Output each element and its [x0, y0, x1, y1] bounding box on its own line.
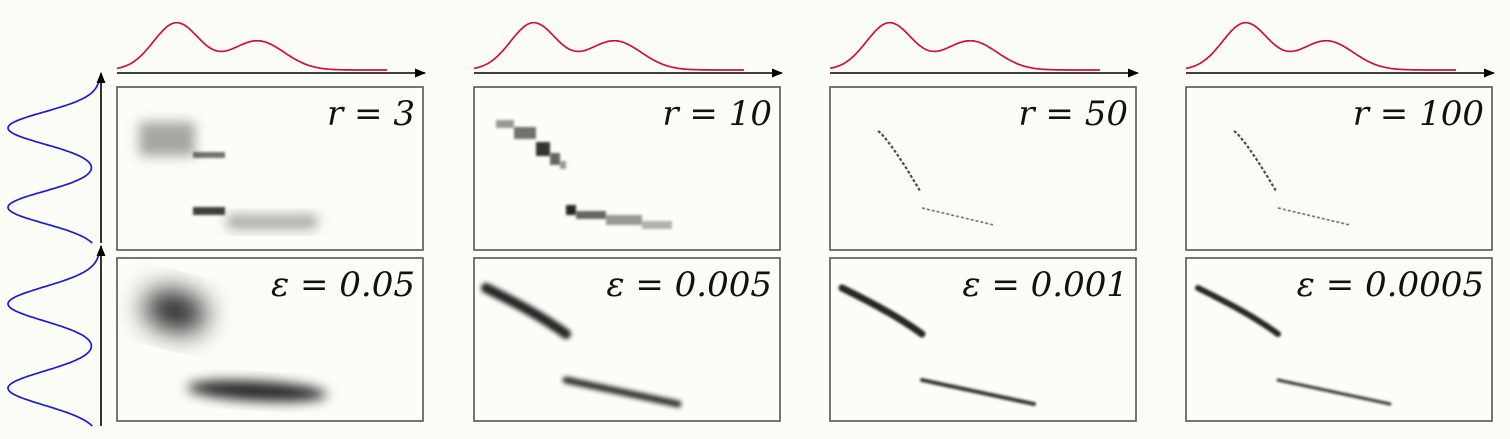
transport-plan	[139, 122, 317, 229]
plan-curve-upper	[1195, 285, 1281, 337]
top-marginal-curve-1	[116, 21, 387, 71]
plan-blob-lower	[187, 380, 327, 402]
plan-block-5	[560, 161, 566, 169]
plan-block-8	[606, 215, 642, 225]
panel-label: ε = 0.005	[606, 265, 772, 305]
plan-curve-lower	[1276, 378, 1392, 406]
plan-block-3	[193, 207, 225, 215]
top-marginal-curve-4	[1185, 21, 1456, 71]
plan-block-9	[642, 221, 672, 229]
top-marginal-curve-2	[473, 21, 744, 71]
panel-label: ε = 0.05	[271, 265, 415, 305]
plan-block-2	[514, 127, 536, 139]
left-marginal-curve-2	[7, 253, 100, 427]
transport-plan	[1195, 285, 1392, 406]
panel-label: ε = 0.0005	[1297, 265, 1484, 305]
transport-plan	[481, 283, 682, 408]
panel-label: ε = 0.001	[962, 265, 1128, 305]
plan-curve-lower	[562, 376, 682, 408]
panel-label: r = 100	[1353, 94, 1484, 134]
top-marginal-curves	[116, 21, 1496, 78]
top-row-panels: r = 3 r = 10 r = 50 r = 100	[116, 86, 1493, 251]
bottom-row-panel-3: ε = 0.001	[829, 257, 1137, 422]
transport-plan	[496, 120, 672, 229]
panel-label: r = 10	[662, 94, 772, 134]
bottom-row-panels: ε = 0.05 ε = 0.005 ε = 0.001 ε = 0.0005	[116, 257, 1493, 422]
top-marginal-curve-3	[829, 21, 1100, 71]
panel-label: r = 50	[1018, 94, 1128, 134]
bottom-row-panel-1: ε = 0.05	[116, 257, 424, 422]
plan-block-6	[566, 205, 576, 215]
plan-curve-lower	[921, 207, 995, 226]
top-row-panel-2: r = 10	[473, 86, 781, 251]
transport-plan	[838, 284, 1036, 406]
plan-block-1	[139, 122, 195, 156]
top-row-panel-4: r = 100	[1185, 86, 1493, 251]
left-marginal-curves	[7, 71, 106, 427]
plan-curve-lower	[920, 378, 1036, 406]
plan-blob-upper	[143, 290, 207, 332]
plan-block-4	[227, 215, 317, 229]
plan-block-1	[496, 120, 514, 128]
top-row-panel-3: r = 50	[829, 86, 1137, 251]
bottom-row-panel-4: ε = 0.0005	[1185, 257, 1493, 422]
bottom-row-panel-2: ε = 0.005	[473, 257, 781, 422]
transport-plan	[877, 130, 995, 226]
plan-block-4	[550, 153, 560, 165]
plan-block-2	[193, 152, 225, 158]
panel-label: r = 3	[327, 94, 415, 134]
plan-block-7	[576, 211, 606, 219]
left-marginal-curve-1	[7, 80, 100, 244]
transport-plan	[143, 290, 327, 402]
transport-plan	[1233, 130, 1351, 226]
plan-curve-upper	[838, 284, 926, 338]
plan-curve-lower	[1277, 207, 1351, 226]
plan-block-3	[536, 142, 550, 156]
plan-curve-upper	[481, 283, 571, 339]
top-row-panel-1: r = 3	[116, 86, 424, 251]
